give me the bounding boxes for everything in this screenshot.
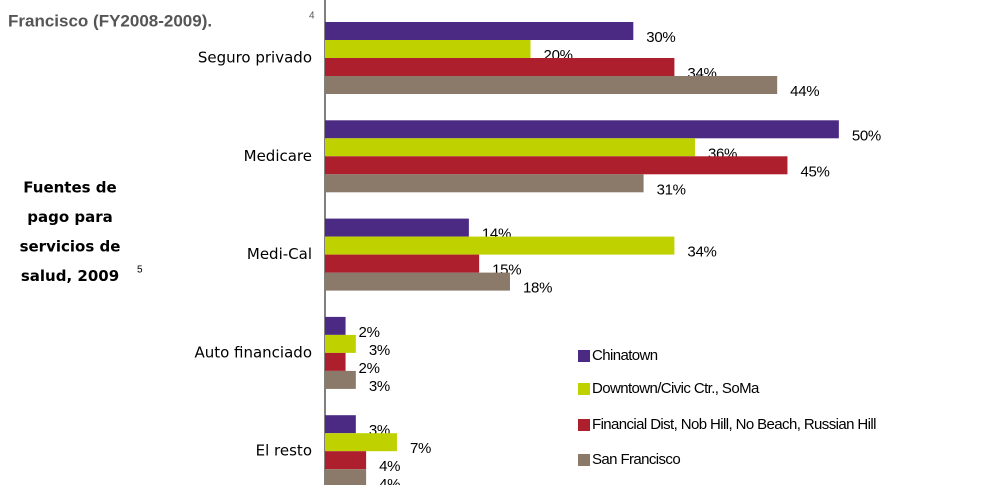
bar — [325, 76, 778, 94]
legend-swatch — [578, 383, 590, 395]
value-label: 50% — [852, 127, 881, 144]
value-label: 4% — [379, 476, 400, 485]
chart-title: Francisco (FY2008-2009). — [8, 11, 212, 30]
legend-label: Chinatown — [592, 347, 658, 364]
legend-label: Financial Dist, Nob Hill, No Beach, Russ… — [592, 416, 876, 433]
side-label: Fuentes de — [23, 179, 116, 197]
bar — [325, 469, 367, 485]
bar — [325, 22, 634, 40]
value-label: 18% — [523, 280, 552, 297]
legend-label: Downtown/Civic Ctr., SoMa — [592, 380, 760, 397]
category-label: Seguro privado — [198, 49, 312, 67]
value-label: 30% — [646, 29, 675, 46]
bar — [325, 272, 510, 291]
bar — [325, 352, 346, 371]
bar — [325, 236, 675, 255]
legend-swatch — [578, 419, 590, 431]
side-label: servicios de — [20, 238, 121, 256]
category-label: Medicare — [244, 147, 312, 165]
legend-label: San Francisco — [592, 451, 680, 468]
value-label: 2% — [359, 360, 380, 377]
bar — [325, 58, 675, 76]
value-label: 44% — [790, 83, 819, 100]
side-label: pago para — [27, 208, 113, 226]
bar — [325, 370, 356, 389]
legend-swatch — [578, 350, 590, 362]
title-note: 4 — [309, 11, 315, 22]
bar — [325, 174, 644, 193]
side-label: salud, 2009 — [21, 267, 119, 285]
category-label: Auto financiado — [194, 343, 312, 361]
value-label: 34% — [687, 244, 716, 261]
bar — [325, 334, 356, 353]
value-label: 31% — [657, 181, 686, 198]
bar — [325, 218, 469, 237]
category-label: El resto — [256, 442, 312, 460]
bar — [325, 451, 367, 470]
category-label: Medi-Cal — [247, 245, 312, 263]
value-label: 2% — [359, 324, 380, 341]
bar — [325, 40, 531, 58]
value-label: 7% — [410, 440, 431, 457]
value-label: 4% — [379, 458, 400, 475]
value-label: 45% — [800, 163, 829, 180]
bar — [325, 120, 839, 139]
bar — [325, 433, 397, 452]
side-label-note: 5 — [137, 265, 143, 276]
bar — [325, 138, 695, 157]
bar — [325, 415, 356, 434]
legend-swatch — [578, 454, 590, 466]
value-label: 3% — [369, 378, 390, 395]
bar — [325, 254, 480, 273]
bar — [325, 316, 346, 335]
value-label: 3% — [369, 342, 390, 359]
bar — [325, 156, 788, 175]
